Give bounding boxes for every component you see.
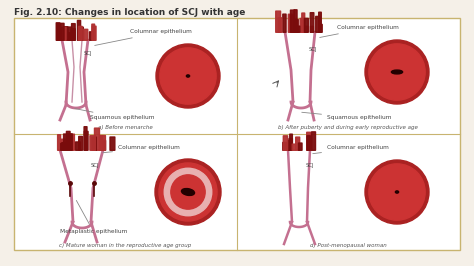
FancyBboxPatch shape — [58, 135, 61, 150]
Text: a) Before menarche: a) Before menarche — [98, 125, 152, 130]
Circle shape — [155, 159, 221, 225]
FancyBboxPatch shape — [297, 26, 300, 32]
Text: Columnar epithelium: Columnar epithelium — [95, 30, 192, 45]
FancyBboxPatch shape — [319, 12, 321, 32]
Text: SCJ: SCJ — [309, 48, 318, 52]
FancyBboxPatch shape — [64, 27, 68, 40]
FancyBboxPatch shape — [100, 136, 103, 150]
FancyBboxPatch shape — [304, 26, 308, 32]
FancyBboxPatch shape — [84, 29, 88, 40]
FancyBboxPatch shape — [294, 19, 298, 32]
FancyBboxPatch shape — [278, 18, 282, 32]
FancyBboxPatch shape — [288, 14, 293, 32]
Ellipse shape — [186, 75, 190, 77]
FancyBboxPatch shape — [319, 24, 322, 32]
FancyBboxPatch shape — [307, 136, 310, 150]
FancyBboxPatch shape — [290, 15, 293, 32]
FancyBboxPatch shape — [61, 143, 64, 150]
FancyBboxPatch shape — [290, 134, 292, 150]
Text: d) Post-menopausal woman: d) Post-menopausal woman — [310, 243, 386, 248]
FancyBboxPatch shape — [283, 142, 287, 150]
FancyBboxPatch shape — [283, 14, 286, 32]
Ellipse shape — [395, 191, 399, 193]
Circle shape — [369, 164, 425, 220]
FancyBboxPatch shape — [304, 18, 308, 32]
FancyBboxPatch shape — [68, 27, 72, 40]
FancyBboxPatch shape — [69, 33, 72, 40]
FancyBboxPatch shape — [61, 143, 66, 150]
Text: SCJ: SCJ — [91, 164, 100, 168]
Text: SCJ: SCJ — [84, 52, 92, 56]
FancyBboxPatch shape — [302, 13, 305, 32]
Text: Columnar epithelium: Columnar epithelium — [320, 26, 399, 38]
FancyBboxPatch shape — [316, 16, 320, 32]
FancyBboxPatch shape — [60, 23, 64, 40]
FancyBboxPatch shape — [310, 26, 313, 32]
FancyBboxPatch shape — [94, 128, 100, 150]
Circle shape — [164, 168, 212, 216]
FancyBboxPatch shape — [80, 27, 83, 40]
FancyBboxPatch shape — [299, 143, 302, 150]
FancyBboxPatch shape — [311, 132, 316, 150]
FancyBboxPatch shape — [84, 127, 87, 150]
FancyBboxPatch shape — [292, 144, 296, 150]
FancyBboxPatch shape — [92, 137, 96, 150]
FancyBboxPatch shape — [79, 136, 82, 150]
FancyBboxPatch shape — [61, 139, 66, 150]
FancyBboxPatch shape — [72, 24, 75, 40]
FancyBboxPatch shape — [61, 27, 66, 40]
Circle shape — [159, 163, 217, 221]
Text: c) Mature woman in the reproductive age group: c) Mature woman in the reproductive age … — [59, 243, 191, 248]
FancyBboxPatch shape — [110, 137, 115, 150]
FancyBboxPatch shape — [77, 20, 81, 40]
FancyBboxPatch shape — [90, 136, 95, 150]
FancyBboxPatch shape — [92, 26, 96, 40]
Text: b) After puberty and during early reproductive age: b) After puberty and during early reprod… — [278, 125, 418, 130]
FancyBboxPatch shape — [75, 142, 80, 150]
Circle shape — [365, 40, 429, 104]
Text: Squamous epithelium: Squamous epithelium — [302, 112, 392, 120]
FancyBboxPatch shape — [67, 134, 72, 150]
Circle shape — [171, 175, 205, 209]
Ellipse shape — [392, 70, 402, 74]
FancyBboxPatch shape — [71, 29, 75, 40]
FancyBboxPatch shape — [65, 143, 68, 150]
FancyBboxPatch shape — [307, 132, 311, 150]
Ellipse shape — [182, 189, 194, 196]
FancyBboxPatch shape — [90, 32, 93, 40]
FancyBboxPatch shape — [103, 140, 106, 150]
FancyBboxPatch shape — [79, 26, 82, 40]
FancyBboxPatch shape — [92, 24, 95, 40]
Text: Columnar epithelium: Columnar epithelium — [313, 146, 389, 154]
Text: Metaplastic epithelium: Metaplastic epithelium — [60, 201, 128, 235]
Text: Columnar epithelium: Columnar epithelium — [103, 146, 180, 153]
FancyBboxPatch shape — [300, 18, 305, 32]
FancyBboxPatch shape — [71, 134, 74, 150]
FancyBboxPatch shape — [57, 24, 61, 40]
FancyBboxPatch shape — [283, 136, 288, 150]
FancyBboxPatch shape — [310, 13, 314, 32]
FancyBboxPatch shape — [291, 10, 295, 32]
FancyBboxPatch shape — [64, 134, 67, 150]
Text: SCJ: SCJ — [306, 164, 315, 168]
FancyBboxPatch shape — [84, 131, 88, 150]
FancyBboxPatch shape — [309, 135, 311, 150]
FancyBboxPatch shape — [289, 138, 292, 150]
FancyBboxPatch shape — [66, 131, 70, 150]
Circle shape — [160, 48, 216, 104]
Text: Fig. 2.10: Changes in location of SCJ with age: Fig. 2.10: Changes in location of SCJ wi… — [14, 8, 246, 17]
Circle shape — [365, 160, 429, 224]
FancyBboxPatch shape — [296, 137, 300, 150]
FancyBboxPatch shape — [56, 23, 60, 40]
FancyBboxPatch shape — [100, 136, 105, 150]
Text: Squamous epithelium: Squamous epithelium — [75, 109, 155, 120]
FancyBboxPatch shape — [276, 11, 281, 32]
FancyBboxPatch shape — [288, 140, 291, 150]
FancyBboxPatch shape — [294, 10, 297, 32]
Circle shape — [369, 44, 425, 100]
Bar — [14, 18, 460, 250]
Circle shape — [156, 44, 220, 108]
